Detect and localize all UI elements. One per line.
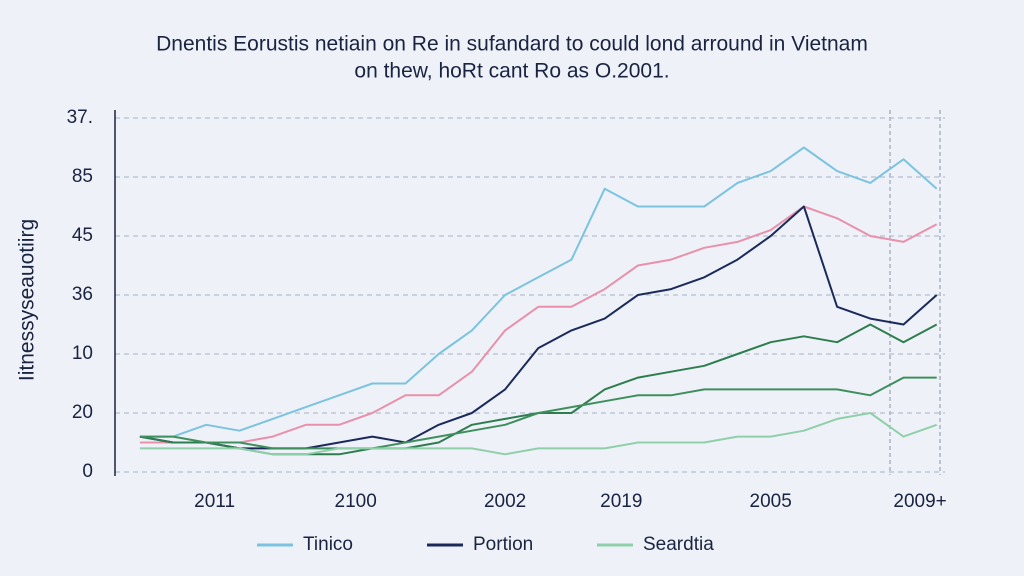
series-line [139, 205, 938, 444]
y-tick-label: 0 [82, 461, 93, 482]
chart-subtitle: on thew, hoRt cant Ro as O.2001. [354, 60, 669, 83]
x-tick-label: 2100 [335, 491, 377, 512]
series-line [139, 376, 937, 450]
y-axis-label: Iitnessyseauotiirg [16, 219, 39, 381]
x-tick-label: 2002 [484, 491, 526, 512]
legend-label: Seardtia [643, 534, 714, 555]
y-tick-label: 85 [72, 166, 93, 187]
x-tick-label: 2009+ [893, 491, 946, 512]
chart-title: Dnentis Eorustis netiain on Re in sufand… [156, 33, 868, 56]
y-tick-label: 20 [72, 402, 93, 423]
series-line [139, 146, 938, 438]
series-line [139, 412, 938, 456]
y-tick-label: 45 [72, 225, 93, 246]
legend-label: Portion [473, 534, 533, 555]
legend-label: Tinico [303, 534, 353, 555]
y-tick-label: 10 [72, 343, 93, 364]
y-tick-label: 36 [72, 284, 93, 305]
x-tick-label: 2011 [194, 491, 235, 512]
x-tick-label: 2019 [600, 491, 642, 512]
x-tick-label: 2005 [750, 491, 792, 512]
y-tick-label: 37. [67, 107, 93, 128]
